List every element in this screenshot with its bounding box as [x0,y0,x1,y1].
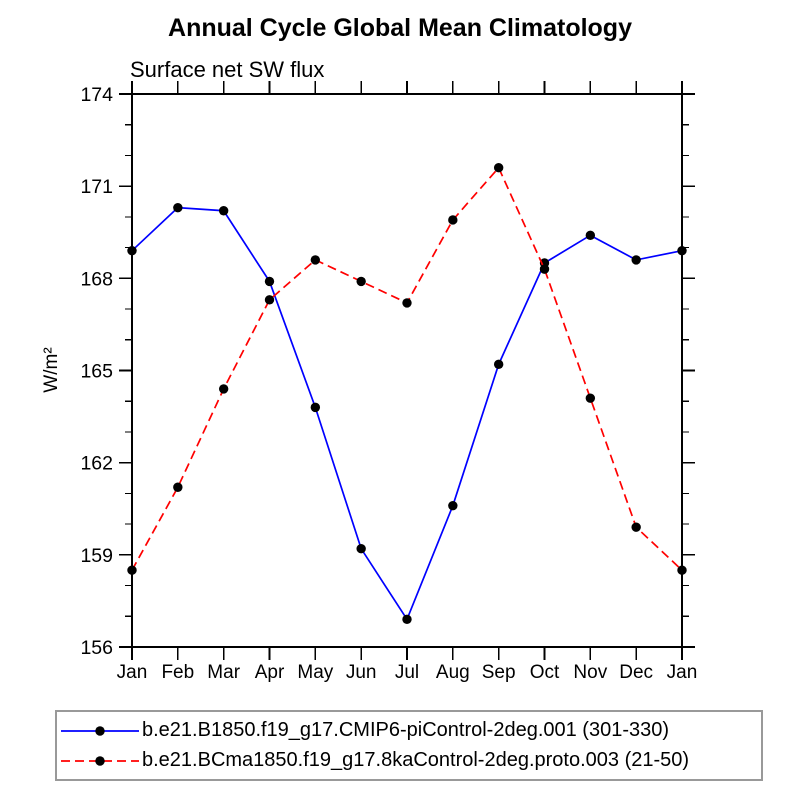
legend-label: b.e21.BCma1850.f19_g17.8kaControl-2deg.p… [142,749,690,771]
data-point-marker [218,206,229,216]
legend-line-sample-dashed [61,755,139,766]
data-point-marker [585,230,596,241]
x-axis-tick-label: Sep [482,662,516,683]
data-point-marker [173,202,183,213]
data-point-marker [402,298,412,308]
legend-item-8kacontrol: b.e21.BCma1850.f19_g17.8kaControl-2deg.p… [60,749,761,772]
y-axis-tick-label: 165 [80,361,113,383]
x-axis-tick-label: Feb [161,662,194,683]
data-point-marker [585,393,596,403]
data-point-marker [493,163,504,173]
x-axis-tick-label: Jun [346,662,377,683]
series-line-0 [131,206,683,622]
data-point-marker [402,614,412,625]
data-point-marker [218,384,229,394]
legend-marker-dot [95,755,105,766]
y-axis-tick-label: 168 [80,268,113,290]
data-point-marker [631,255,641,265]
y-axis-tick-label: 174 [80,84,113,106]
data-point-marker [677,245,687,256]
y-axis-tick-label: 162 [80,453,113,475]
data-point-marker [310,255,321,265]
x-axis-tick-label: Jul [395,662,419,683]
data-point-marker [448,500,458,511]
series-line-1 [131,166,683,571]
legend-label: b.e21.B1850.f19_g17.CMIP6-piControl-2deg… [142,719,670,741]
data-point-marker [677,565,687,575]
x-axis-tick-label: Mar [207,662,240,683]
chart-subtitle: Surface net SW flux [130,57,325,82]
x-axis-tick-label: May [297,662,333,683]
legend-line-sample-solid [61,725,139,736]
data-point-marker [493,359,504,370]
y-axis-tick-label: 171 [80,176,113,198]
data-point-marker [310,402,321,413]
data-point-marker [264,295,275,305]
x-axis-tick-label: Nov [573,662,607,683]
data-point-marker [264,276,275,287]
y-axis-tick-label: 159 [80,545,113,567]
y-axis-tick-label: 156 [80,637,113,659]
data-point-marker [448,215,458,225]
data-point-marker [127,245,137,256]
legend-item-picontrol: b.e21.B1850.f19_g17.CMIP6-piControl-2deg… [60,719,761,742]
data-point-marker [173,482,183,492]
x-axis-tick-label: Jan [117,662,148,683]
data-point-marker [539,264,550,274]
data-point-marker [356,543,366,554]
data-point-marker [356,276,366,287]
chart-title: Annual Cycle Global Mean Climatology [168,14,632,42]
x-axis-tick-label: Jan [667,662,698,683]
data-point-marker [631,522,641,532]
x-axis-tick-label: Apr [255,662,285,683]
x-axis-tick-label: Dec [619,662,653,683]
plot-frame [131,93,683,648]
x-axis-tick-label: Oct [530,662,560,683]
data-point-marker [127,565,137,575]
legend: b.e21.B1850.f19_g17.CMIP6-piControl-2deg… [55,710,763,781]
x-axis-tick-label: Aug [436,662,470,683]
legend-marker-dot [95,725,105,736]
